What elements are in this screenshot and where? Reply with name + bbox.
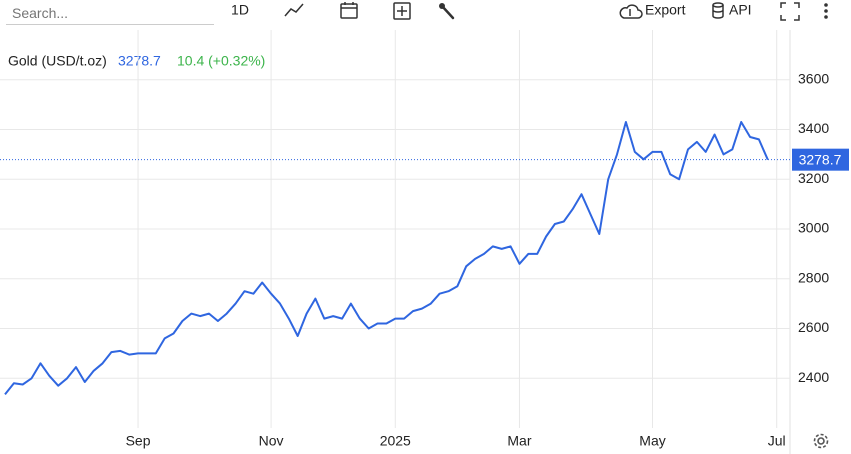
y-tick-label: 3000 [798, 220, 829, 236]
x-tick-label: Mar [507, 433, 531, 449]
export-icon[interactable] [619, 4, 643, 19]
calendar-icon[interactable] [340, 2, 358, 19]
legend-change: 10.4 (+0.32%) [177, 53, 265, 69]
last-value-tag [792, 148, 849, 171]
y-tick-label: 2800 [798, 269, 829, 285]
x-tick-label: May [639, 433, 665, 449]
y-tick-label: 3200 [798, 170, 829, 186]
gear-icon[interactable] [813, 433, 829, 449]
x-tick-label: Jul [768, 433, 786, 449]
chart-type-icon[interactable] [284, 3, 304, 17]
x-tick-label: Sep [126, 433, 151, 449]
api-icon[interactable] [712, 2, 724, 19]
legend-title: Gold (USD/t.oz) [8, 53, 107, 69]
export-button[interactable]: Export [645, 2, 686, 18]
price-line [4, 121, 769, 396]
settings-tool-icon[interactable] [439, 3, 455, 20]
interval-button[interactable]: 1D [231, 2, 249, 18]
x-tick-label: Nov [259, 433, 284, 449]
api-button[interactable]: API [729, 2, 752, 18]
fullscreen-icon[interactable] [780, 2, 800, 21]
y-tick-label: 3400 [798, 120, 829, 136]
x-tick-label: 2025 [380, 433, 411, 449]
add-icon[interactable] [393, 2, 411, 20]
search-box[interactable] [6, 2, 214, 25]
last-value-label: 3278.7 [799, 151, 842, 167]
y-tick-label: 2400 [798, 369, 829, 385]
y-tick-label: 2600 [798, 319, 829, 335]
y-tick-label: 3600 [798, 70, 829, 86]
legend-last-value: 3278.7 [118, 53, 161, 69]
menu-icon[interactable] [824, 3, 828, 19]
